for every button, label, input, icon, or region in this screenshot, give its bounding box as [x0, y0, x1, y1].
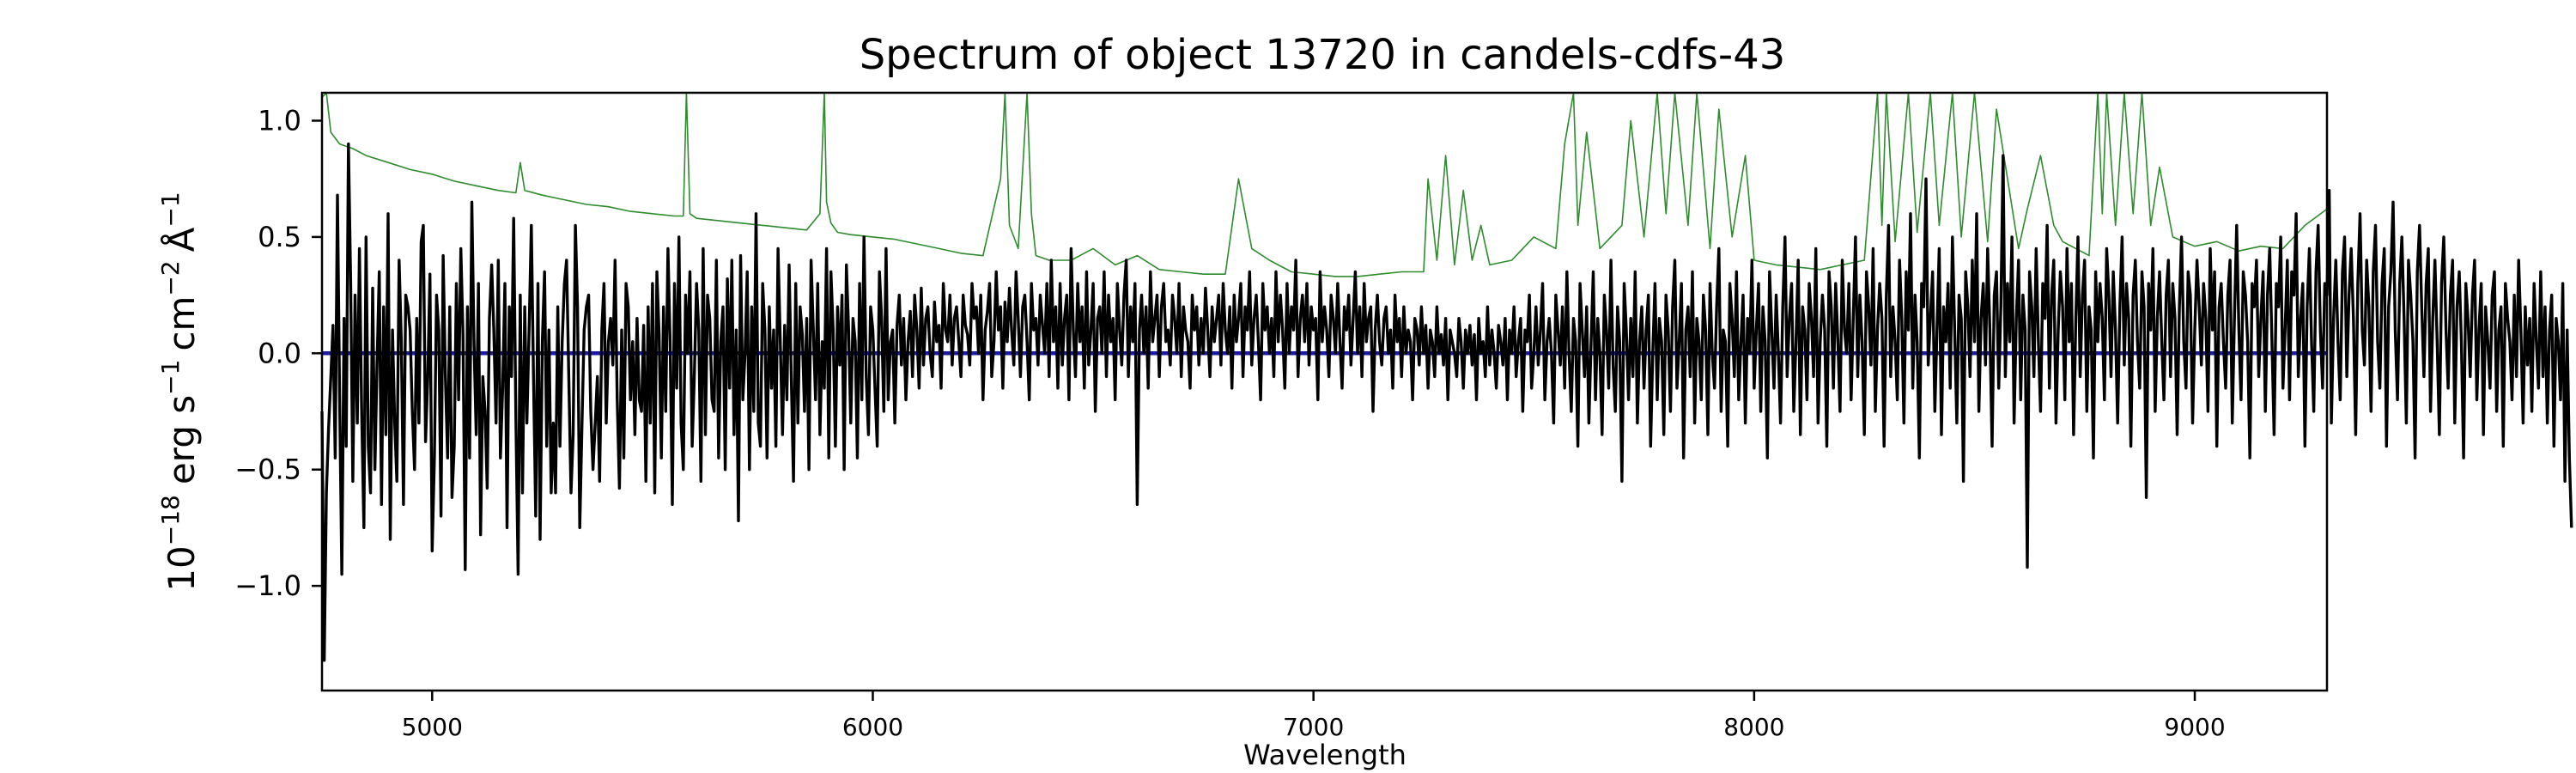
series-layer [320, 92, 2573, 662]
x-tick-label: 5000 [402, 713, 463, 741]
y-label-base-exp: −18 [156, 495, 185, 545]
x-tick-label: 6000 [842, 713, 903, 741]
y-label-unit2: cm [161, 296, 203, 351]
y-tick-label: 0.0 [258, 337, 301, 369]
error-spectrum-line [321, 92, 2328, 277]
y-label-unit3-exp: −1 [156, 192, 185, 227]
y-tick-label: 1.0 [258, 104, 301, 137]
y-label-unit3: Å [160, 227, 203, 252]
plot-frame [320, 91, 2329, 692]
y-label-unit2-exp: −2 [156, 260, 185, 295]
chart-title: Spectrum of object 13720 in candels-cdfs… [860, 31, 1786, 79]
y-label-base: 10 [161, 545, 203, 591]
y-label-unit1-exp: −1 [156, 360, 185, 395]
x-axis-ticks: 5000 6000 7000 8000 9000 [402, 691, 2226, 741]
x-tick-label: 9000 [2164, 713, 2225, 741]
flux-spectrum-line [320, 142, 2573, 662]
x-tick-label: 8000 [1723, 713, 1784, 741]
x-tick-label: 7000 [1283, 713, 1344, 741]
y-axis-ticks: −1.0 −0.5 0.0 0.5 1.0 [234, 104, 322, 602]
y-tick-label: 0.5 [258, 221, 301, 253]
y-tick-label: −1.0 [234, 569, 301, 602]
y-tick-label: −0.5 [234, 453, 301, 486]
y-axis-label: 10−18erg s−1cm−2Å−1 [156, 192, 203, 591]
x-axis-label: Wavelength [1243, 739, 1406, 771]
y-label-unit1: erg s [161, 395, 203, 484]
